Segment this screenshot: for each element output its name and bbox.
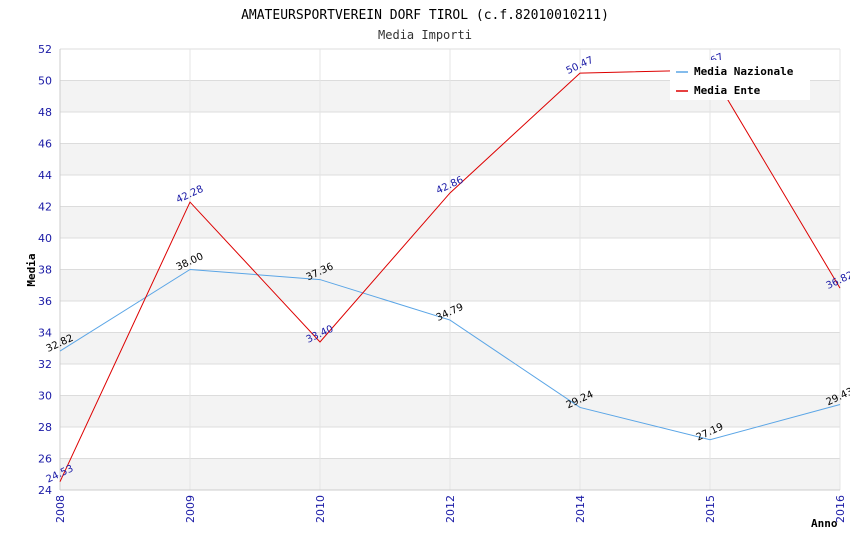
legend: Media Nazionale Media Ente <box>670 60 810 100</box>
legend-box <box>670 60 810 100</box>
y-tick-label: 32 <box>38 358 52 371</box>
y-tick-label: 50 <box>38 75 52 88</box>
chart-subtitle: Media Importi <box>378 28 472 42</box>
y-tick-label: 52 <box>38 43 52 56</box>
y-tick-label: 42 <box>38 201 52 214</box>
legend-label-media-nazionale: Media Nazionale <box>694 65 794 78</box>
x-tick-label: 2016 <box>834 495 847 523</box>
x-axis-ticks: 2008 2009 2010 2012 2014 2015 2016 <box>54 495 847 523</box>
y-tick-label: 34 <box>38 327 52 340</box>
y-tick-label: 38 <box>38 264 52 277</box>
y-tick-label: 40 <box>38 232 52 245</box>
x-tick-label: 2012 <box>444 495 457 523</box>
y-tick-label: 24 <box>38 484 52 497</box>
x-tick-label: 2009 <box>184 495 197 523</box>
y-axis-label: Media <box>25 253 38 286</box>
y-tick-label: 36 <box>38 295 52 308</box>
x-axis-label: Anno <box>811 517 838 530</box>
x-tick-label: 2015 <box>704 495 717 523</box>
y-tick-label: 28 <box>38 421 52 434</box>
y-axis-ticks: 24 26 28 30 32 34 36 38 40 42 44 46 48 50 52 <box>38 43 52 497</box>
x-tick-label: 2014 <box>574 495 587 523</box>
y-tick-label: 26 <box>38 453 52 466</box>
x-tick-label: 2008 <box>54 495 67 523</box>
series-line-media-nazionale <box>59 268 841 441</box>
y-tick-label: 30 <box>38 390 52 403</box>
y-tick-label: 48 <box>38 106 52 119</box>
chart-title: AMATEURSPORTVEREIN DORF TIROL (c.f.82010… <box>241 8 609 23</box>
x-tick-label: 2010 <box>314 495 327 523</box>
legend-label-media-ente: Media Ente <box>694 84 761 97</box>
y-tick-label: 46 <box>38 138 52 151</box>
gridlines <box>59 48 841 491</box>
y-tick-label: 44 <box>38 169 52 182</box>
